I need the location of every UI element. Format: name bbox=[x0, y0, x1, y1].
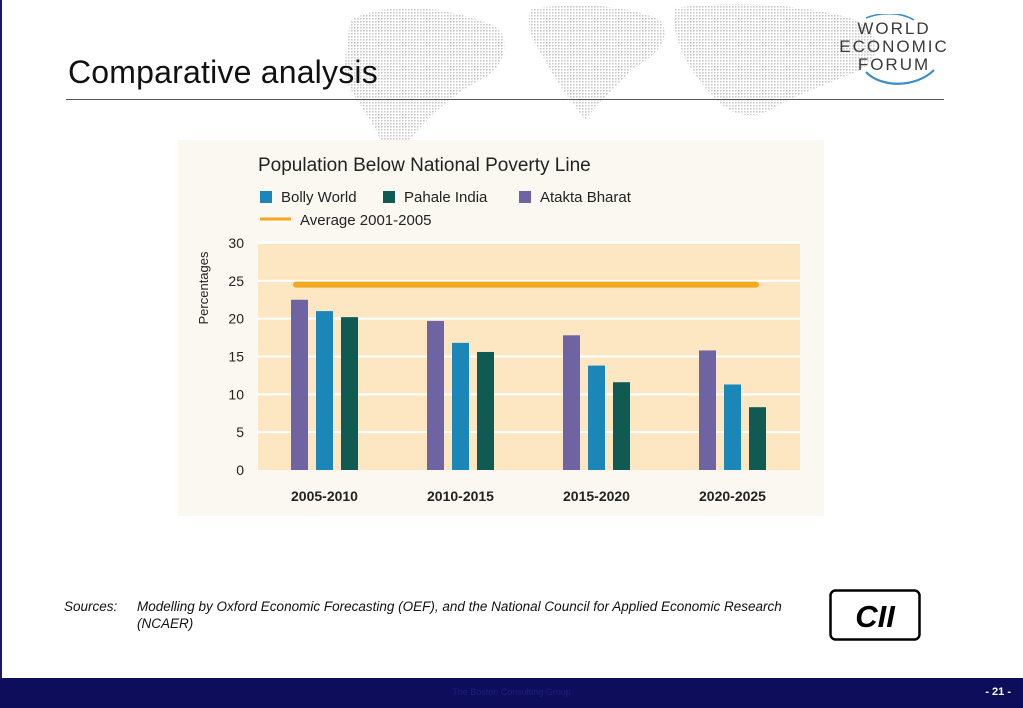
legend-swatch bbox=[260, 191, 272, 203]
y-tick-label: 20 bbox=[228, 311, 244, 327]
y-tick-label: 5 bbox=[236, 424, 244, 440]
page-number: - 21 - bbox=[985, 686, 1011, 698]
svg-text:WORLD: WORLD bbox=[857, 19, 930, 38]
slide-left-border bbox=[0, 0, 2, 678]
svg-text:ECONOMIC: ECONOMIC bbox=[839, 37, 949, 56]
bar bbox=[613, 382, 630, 470]
y-tick-label: 30 bbox=[228, 235, 244, 251]
bar bbox=[699, 350, 716, 470]
bar bbox=[588, 365, 605, 470]
x-tick-label: 2005-2010 bbox=[291, 488, 358, 504]
y-tick-label: 25 bbox=[228, 273, 244, 289]
chart-title: Population Below National Poverty Line bbox=[258, 155, 591, 176]
sources-label: Sources: bbox=[64, 599, 118, 614]
bar bbox=[291, 299, 308, 470]
legend-average-label: Average 2001-2005 bbox=[300, 212, 432, 229]
world-map-background bbox=[344, 3, 877, 140]
y-tick-label: 0 bbox=[236, 462, 244, 478]
sources-text: Modelling by Oxford Economic Forecasting… bbox=[137, 599, 782, 631]
legend-swatch bbox=[519, 191, 531, 203]
cii-logo: CII bbox=[829, 589, 921, 641]
y-tick-label: 15 bbox=[228, 349, 244, 365]
legend-label: Bolly World bbox=[281, 189, 357, 206]
footer-text: The Boston Consulting Group bbox=[452, 687, 571, 697]
slide-title: Comparative analysis bbox=[68, 54, 378, 90]
bar bbox=[427, 320, 444, 470]
y-axis-label: Percentages bbox=[196, 251, 211, 324]
bar bbox=[724, 384, 741, 470]
legend-swatch bbox=[383, 191, 395, 203]
svg-text:FORUM: FORUM bbox=[858, 55, 930, 74]
x-tick-label: 2015-2020 bbox=[563, 488, 630, 504]
bar bbox=[452, 342, 469, 470]
bar bbox=[749, 407, 766, 470]
y-tick-label: 10 bbox=[228, 386, 244, 402]
bar bbox=[316, 311, 333, 470]
footer-bar: The Boston Consulting Group - 21 - bbox=[0, 678, 1023, 708]
bar bbox=[477, 351, 494, 470]
svg-text:CII: CII bbox=[855, 599, 896, 634]
legend-label: Pahale India bbox=[404, 189, 488, 206]
bar bbox=[341, 317, 358, 470]
x-tick-label: 2010-2015 bbox=[427, 488, 494, 504]
world-economic-forum-logo: WORLD ECONOMIC FORUM bbox=[839, 14, 949, 85]
poverty-bar-chart: Population Below National Poverty Line P… bbox=[196, 155, 800, 504]
title-divider bbox=[66, 99, 944, 100]
x-tick-label: 2020-2025 bbox=[699, 488, 766, 504]
legend-label: Atakta Bharat bbox=[540, 189, 632, 206]
bar bbox=[563, 335, 580, 470]
